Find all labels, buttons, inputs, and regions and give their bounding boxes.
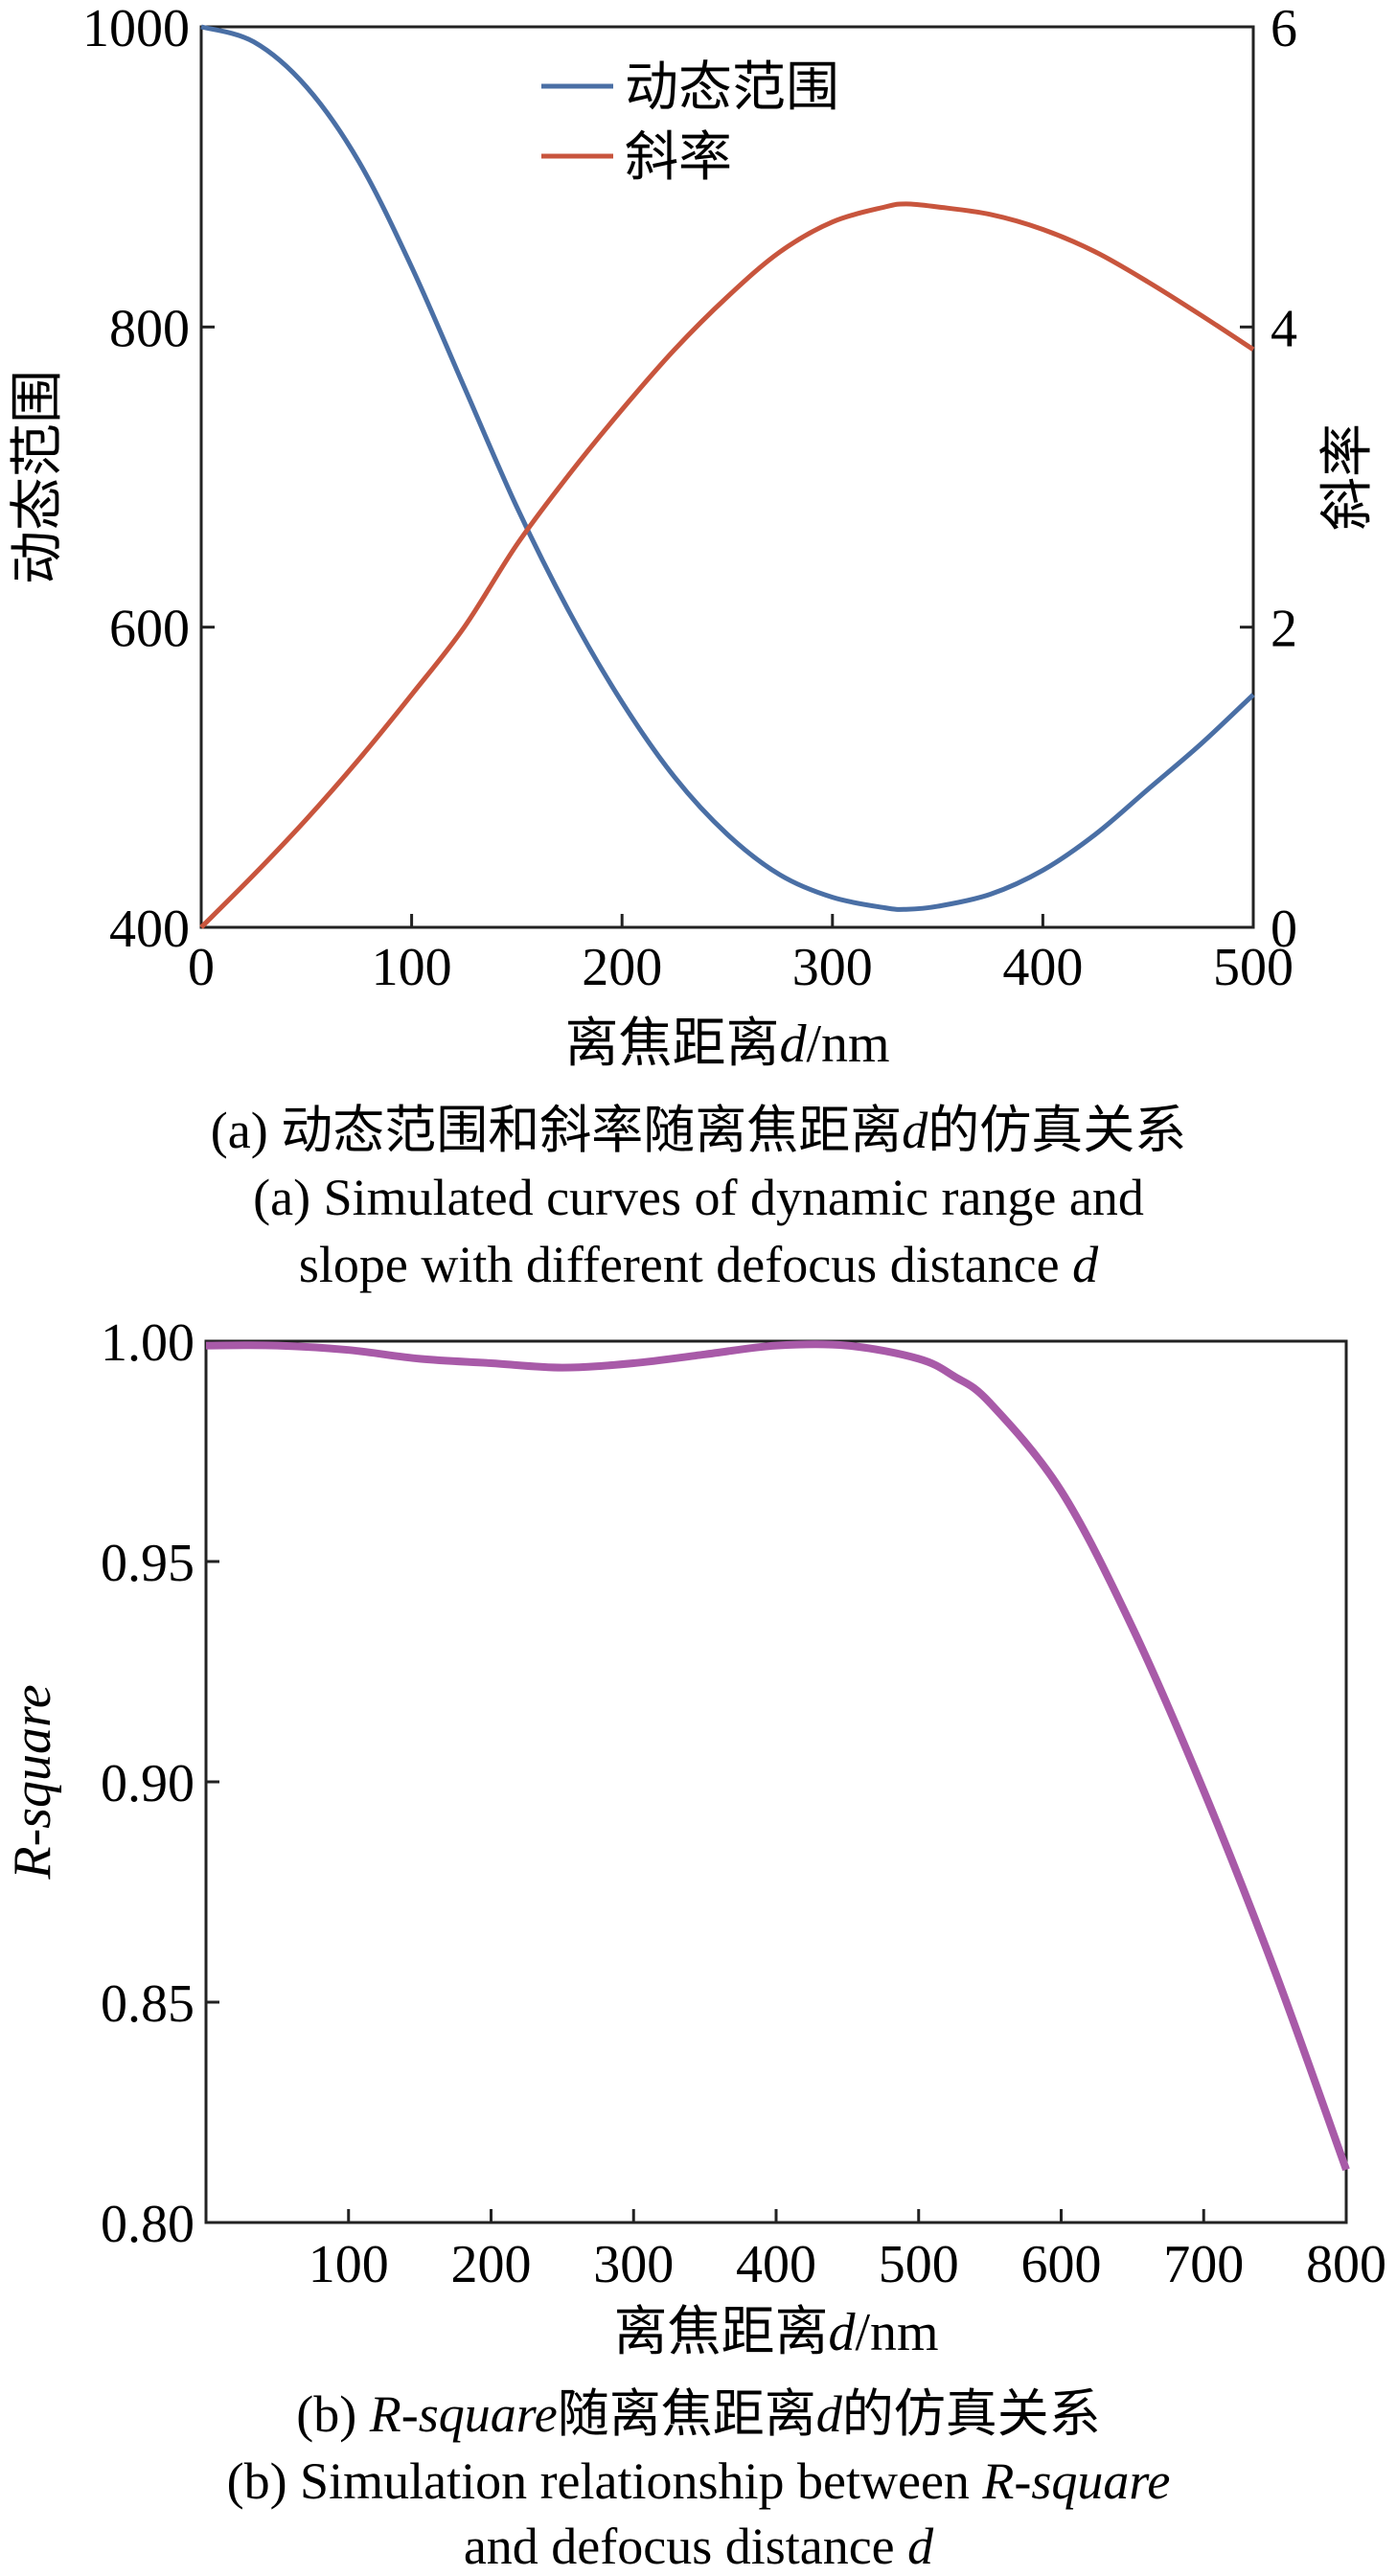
chart-b-y-ticks: 0.80 0.85 0.90 0.95 1.00 (101, 1313, 219, 2254)
legend-label-dynamic-range: 动态范围 (625, 58, 839, 118)
chart-b-series (205, 1340, 1350, 2172)
chart-a-left-tick-label: 1000 (82, 0, 190, 58)
chart-b-y-axis-label: R-square (3, 1684, 62, 1880)
chart-a-caption-en-line2: slope with different defocus distance d (299, 1236, 1099, 1293)
chart-b-caption-en-line1: (b) Simulation relationship between R-sq… (227, 2452, 1171, 2510)
chart-a-left-tick-label: 800 (109, 299, 190, 358)
chart-a-left-tick-label: 600 (109, 600, 190, 659)
chart-b-caption-zh: (b) R-square随离焦距离d的仿真关系 (296, 2385, 1100, 2443)
chart-a-right-tick-label: 6 (1271, 0, 1297, 58)
chart-a-x-label-unit: /nm (806, 1014, 889, 1074)
chart-a-x-label-text: 离焦距离 (564, 1014, 779, 1074)
chart-b-x-tick-label: 800 (1306, 2235, 1386, 2294)
chart-b-x-ticks: 100 200 300 400 500 600 700 800 (309, 2209, 1386, 2294)
chart-b-y-tick-label: 0.80 (101, 2195, 195, 2254)
chart-b-x-tick-label: 500 (879, 2235, 959, 2294)
chart-b-x-tick-label: 300 (593, 2235, 674, 2294)
chart-b-x-label-text: 离焦距离 (613, 2303, 828, 2362)
chart-b-y-tick-label: 0.85 (101, 1974, 195, 2034)
chart-a-x-tick-label: 100 (372, 938, 452, 997)
chart-b-x-tick-label: 600 (1021, 2235, 1102, 2294)
chart-a-right-ticks: 0 2 4 6 (1240, 0, 1297, 959)
legend-label-slope: 斜率 (625, 128, 732, 188)
chart-a-x-label-var: d (779, 1014, 807, 1074)
chart-b-x-label-unit: /nm (855, 2303, 938, 2362)
chart-a-legend: 动态范围 斜率 (541, 58, 839, 188)
chart-a-left-tick-label: 400 (109, 900, 190, 959)
chart-a-caption-zh: (a) 动态范围和斜率随离焦距离d的仿真关系 (211, 1102, 1186, 1159)
chart-a-series (199, 24, 1255, 929)
chart-b-series-line-r-square (205, 1340, 1350, 2172)
chart-a-x-tick-label: 200 (582, 938, 662, 997)
chart-b: 100 200 300 400 500 600 700 800 0.80 0.85 0.90 0.9… (3, 1313, 1386, 2575)
chart-a-left-axis-label: 动态范围 (9, 370, 68, 584)
chart-a-plot-frame (199, 25, 1255, 929)
chart-b-y-tick-label: 1.00 (101, 1313, 195, 1373)
chart-a-caption-en-line1: (a) Simulated curves of dynamic range an… (253, 1169, 1144, 1226)
chart-a-x-tick-label: 400 (1002, 938, 1083, 997)
chart-a-right-tick-label: 4 (1271, 299, 1297, 358)
chart-a-series-line-slope (199, 201, 1255, 929)
chart-a: 0 100 200 300 400 500 400 600 800 1000 0 2 4 6 动态范围… (9, 0, 1378, 1293)
chart-a-right-axis-label: 斜率 (1318, 423, 1378, 531)
chart-b-plot-frame (204, 1339, 1348, 2224)
chart-b-y-tick-label: 0.90 (101, 1754, 195, 1813)
chart-b-caption-en-line2: and defocus distance d (464, 2518, 934, 2575)
chart-b-x-tick-label: 200 (451, 2235, 532, 2294)
chart-b-x-tick-label: 400 (736, 2235, 816, 2294)
chart-b-x-tick-label: 700 (1163, 2235, 1244, 2294)
chart-b-x-label-var: d (828, 2303, 856, 2362)
chart-a-x-tick-label: 500 (1213, 938, 1294, 997)
chart-a-x-ticks: 0 100 200 300 400 500 (188, 914, 1294, 997)
chart-b-x-tick-label: 100 (309, 2235, 389, 2294)
chart-b-x-axis-label: 离焦距离d/nm (613, 2303, 938, 2362)
chart-b-y-tick-label: 0.95 (101, 1534, 195, 1593)
chart-a-right-tick-label: 0 (1271, 900, 1297, 959)
chart-a-x-axis-label: 离焦距离d/nm (564, 1014, 889, 1074)
chart-a-x-tick-label: 300 (792, 938, 873, 997)
chart-a-series-line-dynamic-range (200, 24, 1255, 912)
chart-a-x-tick-label: 0 (188, 938, 215, 997)
chart-a-left-ticks: 400 600 800 1000 (82, 0, 215, 959)
chart-a-right-tick-label: 2 (1271, 600, 1297, 659)
